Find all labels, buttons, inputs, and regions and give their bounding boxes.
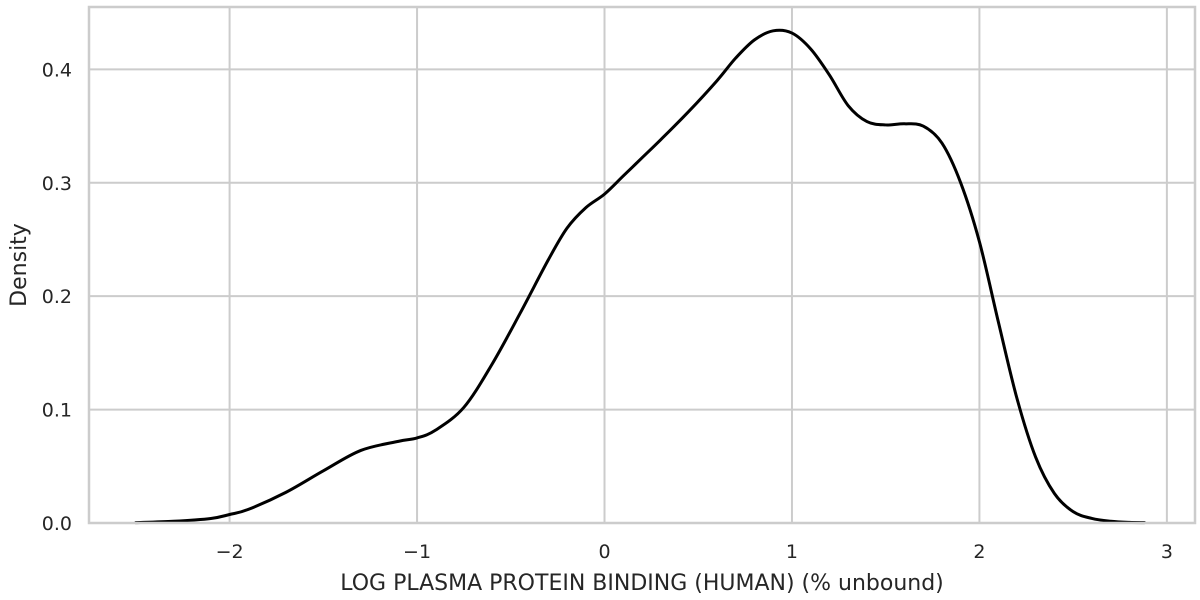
x-tick-label: −1 — [403, 541, 431, 563]
x-tick-label: 1 — [786, 541, 798, 563]
y-tick-label: 0.1 — [42, 400, 72, 422]
plot-frame — [87, 5, 1197, 525]
x-tick-label: −2 — [216, 541, 244, 563]
y-tick-label: 0.3 — [42, 173, 72, 195]
x-axis-label: LOG PLASMA PROTEIN BINDING (HUMAN) (% un… — [340, 571, 944, 596]
x-tick-labels: −2 −1 0 1 2 3 — [216, 541, 1173, 563]
y-axis-label: Density — [7, 223, 32, 307]
x-tick-label: 2 — [973, 541, 985, 563]
y-tick-label: 0.2 — [42, 286, 72, 308]
y-tick-label: 0.0 — [42, 513, 72, 535]
y-tick-label: 0.4 — [42, 59, 72, 81]
y-gridlines — [89, 68, 1195, 524]
y-tick-labels: 0.0 0.1 0.2 0.3 0.4 — [42, 59, 72, 535]
x-gridlines — [228, 7, 1168, 523]
x-tick-label: 3 — [1161, 541, 1173, 563]
x-tick-label: 0 — [598, 541, 610, 563]
density-curve — [134, 28, 1146, 525]
